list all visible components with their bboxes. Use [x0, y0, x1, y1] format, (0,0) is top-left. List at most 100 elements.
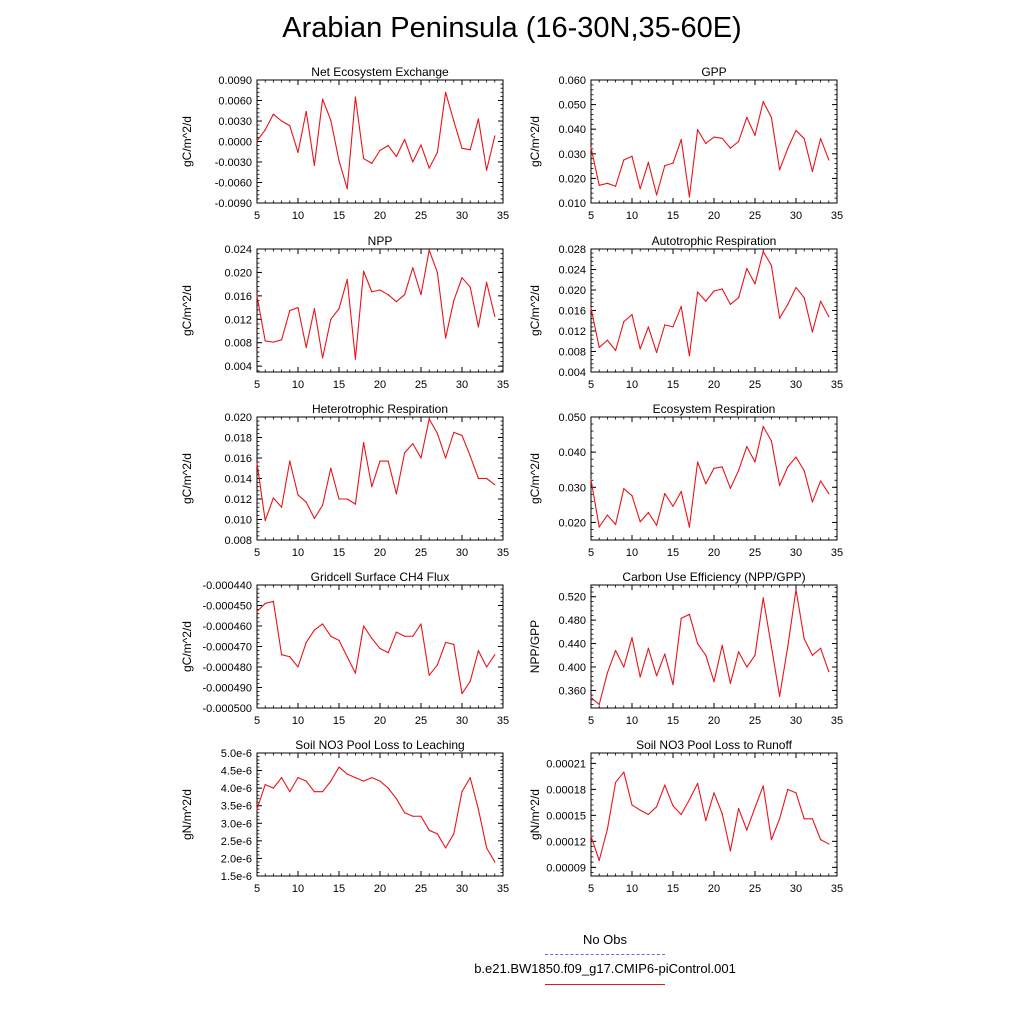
- data-point: [445, 91, 447, 93]
- data-point: [305, 641, 307, 644]
- chart-panel-3: 5 10 15 20 25 30 35 0.004 0.008 0.012 0.016 0.020 0.…: [180, 234, 509, 391]
- data-point: [395, 301, 397, 303]
- x-tick-label: 10: [626, 379, 638, 391]
- data-point: [477, 477, 479, 480]
- data-point: [453, 431, 455, 433]
- y-tick-label: -0.0060: [215, 178, 252, 190]
- data-point: [811, 501, 814, 503]
- data-point: [494, 484, 496, 486]
- y-tick-label: -0.0030: [215, 157, 252, 169]
- data-point: [787, 788, 789, 790]
- data-point: [770, 116, 773, 118]
- data-point: [828, 159, 830, 161]
- data-point: [762, 101, 764, 103]
- chart-title: Heterotrophic Respiration: [312, 402, 448, 416]
- data-point: [770, 264, 773, 266]
- data-point: [738, 140, 740, 143]
- data-point: [387, 787, 389, 789]
- data-point: [672, 326, 674, 328]
- data-point: [705, 142, 707, 145]
- x-tick-label: 15: [333, 379, 345, 391]
- data-point: [272, 341, 274, 343]
- data-point: [297, 151, 299, 154]
- y-tick-label: 0.010: [558, 198, 586, 210]
- data-point: [688, 613, 691, 615]
- y-tick-label: 0.012: [224, 314, 252, 326]
- y-tick-label: -0.000450: [202, 601, 252, 613]
- y-tick-label: 0.040: [558, 447, 586, 459]
- data-point: [445, 337, 447, 339]
- data-point: [590, 307, 592, 309]
- y-tick-label: 0.016: [224, 291, 252, 303]
- x-tick-label: 20: [374, 210, 386, 222]
- chart-panel-10: 5 10 15 20 25 30 35 0.00009 0.00012 0.00015 0.0001…: [528, 738, 843, 895]
- x-tick-label: 15: [667, 883, 679, 895]
- y-tick-label: -0.000480: [202, 662, 252, 674]
- data-point: [606, 182, 609, 184]
- y-tick-label: 0.004: [224, 361, 252, 373]
- data-point: [297, 666, 299, 668]
- data-point: [330, 467, 332, 469]
- data-point: [477, 808, 479, 810]
- plot-frame: [256, 584, 504, 709]
- data-point: [477, 650, 479, 652]
- data-point: [486, 666, 488, 668]
- data-point: [371, 162, 373, 164]
- data-point: [811, 818, 814, 820]
- data-point: [656, 524, 658, 526]
- y-tick-label: 0.0060: [218, 96, 252, 108]
- data-point: [623, 771, 625, 773]
- x-tick-label: 20: [374, 547, 386, 559]
- data-point: [346, 498, 348, 500]
- data-point: [729, 147, 732, 149]
- data-point: [615, 349, 617, 352]
- chart-panel-2: 5 10 15 20 25 30 35 0.010 0.020 0.030 0.040 0.050 0.…: [528, 65, 843, 222]
- data-point: [779, 818, 781, 820]
- y-tick-label: 0.00012: [546, 836, 586, 848]
- data-point: [664, 784, 666, 786]
- data-point: [820, 647, 822, 649]
- y-tick-label: 0.024: [558, 265, 586, 277]
- chart-panel-5: 5 10 15 20 25 30 35 0.008 0.010 0.012 0.014 0.016 0.…: [180, 402, 509, 559]
- chart-title: Carbon Use Efficiency (NPP/GPP): [622, 570, 805, 584]
- x-tick-label: 5: [254, 715, 260, 727]
- data-point: [606, 672, 609, 674]
- data-point: [631, 155, 633, 157]
- data-point: [469, 149, 471, 151]
- y-tick-label: -0.0090: [215, 198, 252, 210]
- x-tick-label: 20: [374, 883, 386, 895]
- plot-frame: [590, 584, 838, 709]
- data-point: [598, 526, 600, 528]
- y-tick-label: 0.0030: [218, 116, 252, 128]
- data-point: [412, 815, 414, 817]
- data-point: [428, 167, 430, 169]
- data-point: [697, 642, 699, 645]
- x-tick-label: 25: [749, 883, 761, 895]
- data-point: [754, 654, 756, 656]
- data-point: [779, 695, 781, 697]
- data-point: [606, 514, 609, 516]
- data-point: [623, 488, 625, 490]
- series-line: [256, 91, 496, 190]
- data-point: [647, 326, 650, 328]
- x-tick-label: 10: [626, 547, 638, 559]
- x-tick-label: 5: [588, 210, 594, 222]
- data-point: [371, 486, 373, 488]
- data-point: [615, 781, 617, 784]
- data-point: [795, 792, 797, 794]
- data-point: [795, 286, 797, 289]
- y-axis-label: gC/m^2/d: [180, 621, 194, 672]
- x-tick-label: 5: [254, 883, 260, 895]
- x-tick-label: 10: [626, 715, 638, 727]
- data-point: [281, 506, 283, 508]
- plot-frame: [590, 752, 838, 877]
- y-tick-label: 2.0e-6: [221, 853, 252, 865]
- y-axis-label: gC/m^2/d: [528, 453, 542, 504]
- data-point: [770, 839, 773, 841]
- y-tick-label: 0.014: [224, 474, 252, 486]
- x-tick-label: 20: [708, 547, 720, 559]
- chart-title: Ecosystem Respiration: [653, 402, 776, 416]
- data-point: [272, 600, 274, 603]
- data-point: [428, 249, 430, 251]
- data-point: [338, 766, 340, 768]
